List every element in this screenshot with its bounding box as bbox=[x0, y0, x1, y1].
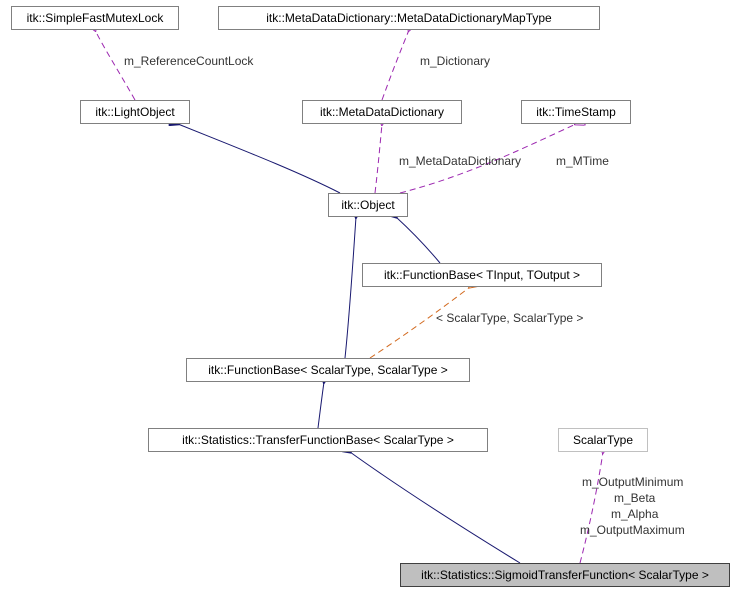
edge-label-dict: m_Dictionary bbox=[420, 54, 490, 68]
edge-label-tparam: < ScalarType, ScalarType > bbox=[436, 311, 583, 325]
edge-label-omin: m_OutputMinimum bbox=[582, 475, 683, 489]
node-sig: itk::Statistics::SigmoidTransferFunction… bbox=[400, 563, 730, 587]
edge-label-mdd2: m_MetaDataDictionary bbox=[399, 154, 521, 168]
edge-sig-to-tfb bbox=[350, 452, 520, 563]
node-tfb[interactable]: itk::Statistics::TransferFunctionBase< S… bbox=[148, 428, 488, 452]
edge-obj-to-light bbox=[178, 124, 340, 193]
edge-label-beta: m_Beta bbox=[614, 491, 655, 505]
edge-fbss-to-obj bbox=[345, 217, 356, 358]
node-fbss[interactable]: itk::FunctionBase< ScalarType, ScalarTyp… bbox=[186, 358, 470, 382]
edge-tfb-to-fbss bbox=[318, 382, 324, 428]
node-stype[interactable]: ScalarType bbox=[558, 428, 648, 452]
node-light[interactable]: itk::LightObject bbox=[80, 100, 190, 124]
node-mdm[interactable]: itk::MetaDataDictionary::MetaDataDiction… bbox=[218, 6, 600, 30]
edge-fbio-to-obj bbox=[396, 217, 440, 263]
node-sfm[interactable]: itk::SimpleFastMutexLock bbox=[11, 6, 179, 30]
node-obj[interactable]: itk::Object bbox=[328, 193, 408, 217]
node-fbio[interactable]: itk::FunctionBase< TInput, TOutput > bbox=[362, 263, 602, 287]
edge-label-refcount: m_ReferenceCountLock bbox=[124, 54, 253, 68]
node-mdd[interactable]: itk::MetaDataDictionary bbox=[302, 100, 462, 124]
node-ts[interactable]: itk::TimeStamp bbox=[521, 100, 631, 124]
edge-label-omax: m_OutputMaximum bbox=[580, 523, 685, 537]
edge-label-mtime: m_MTime bbox=[556, 154, 609, 168]
edge-mdd-to-mdm bbox=[382, 30, 409, 100]
edge-sig-to-stype bbox=[580, 452, 603, 563]
edge-obj-to-mdd bbox=[375, 124, 382, 193]
edge-label-alpha: m_Alpha bbox=[611, 507, 658, 521]
